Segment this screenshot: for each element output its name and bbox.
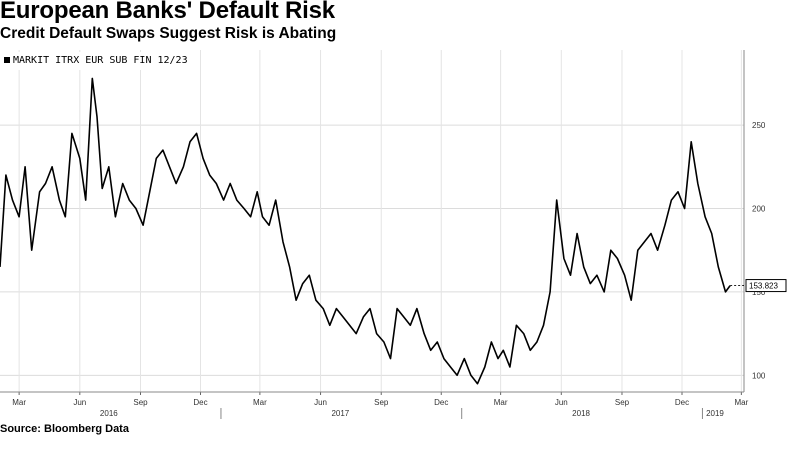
x-tick-label: Sep bbox=[615, 398, 630, 407]
series-line bbox=[0, 77, 731, 385]
y-tick-label: 150 bbox=[752, 288, 766, 297]
series-group bbox=[0, 77, 731, 385]
x-tick-label: Dec bbox=[193, 398, 207, 407]
x-tick-label: Mar bbox=[253, 398, 267, 407]
chart-title: European Banks' Default Risk bbox=[0, 0, 335, 24]
year-label: 2019 bbox=[706, 409, 724, 418]
x-tick-label: Mar bbox=[734, 398, 748, 407]
x-tick-label: Jun bbox=[555, 398, 568, 407]
legend-swatch bbox=[4, 56, 10, 63]
source-note: Source: Bloomberg Data bbox=[0, 423, 129, 435]
last-value-label: 153.823 bbox=[749, 282, 778, 291]
legend: MARKIT ITRX EUR SUB FIN 12/23 bbox=[0, 52, 200, 70]
year-label: 2018 bbox=[572, 409, 590, 418]
y-tick-label: 200 bbox=[752, 204, 766, 213]
x-tick-label: Dec bbox=[434, 398, 448, 407]
legend-entry: MARKIT ITRX EUR SUB FIN 12/23 bbox=[13, 55, 188, 66]
x-tick-label: Mar bbox=[494, 398, 508, 407]
x-tick-label: Mar bbox=[12, 398, 26, 407]
x-tick-label: Sep bbox=[374, 398, 389, 407]
y-tick-label: 250 bbox=[752, 121, 766, 130]
last-value-marker: 153.823 bbox=[730, 279, 787, 293]
axes bbox=[0, 50, 745, 419]
year-label: 2017 bbox=[331, 409, 349, 418]
x-tick-label: Jun bbox=[314, 398, 327, 407]
y-tick-label: 100 bbox=[752, 371, 766, 380]
last-value-box bbox=[745, 279, 787, 293]
tick-labels: 100 150 200 250 Mar Jun Sep Dec Mar Jun Sep Dec Mar J… bbox=[12, 121, 766, 418]
chart-subtitle: Credit Default Swaps Suggest Risk is Aba… bbox=[0, 25, 337, 42]
x-tick-label: Sep bbox=[133, 398, 148, 407]
grid-lines bbox=[0, 50, 744, 392]
x-tick-label: Jun bbox=[73, 398, 86, 407]
x-tick-label: Dec bbox=[675, 398, 689, 407]
year-label: 2016 bbox=[100, 409, 118, 418]
